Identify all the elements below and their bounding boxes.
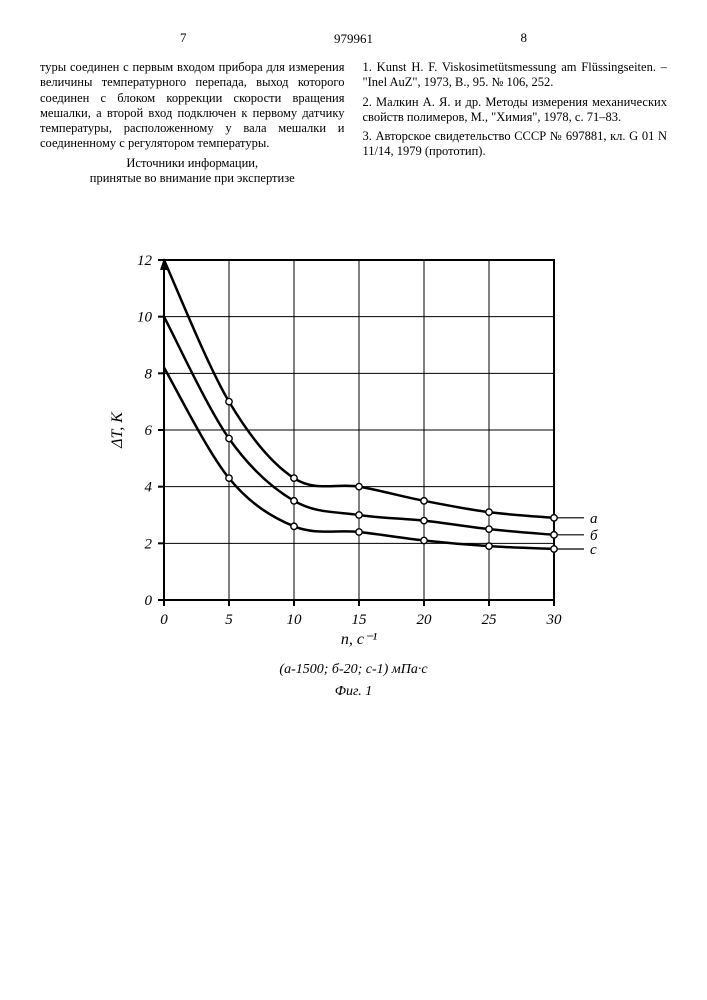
figure-caption: Фиг. 1 xyxy=(40,684,667,700)
svg-text:15: 15 xyxy=(351,612,367,628)
svg-text:20: 20 xyxy=(416,612,432,628)
svg-text:10: 10 xyxy=(137,310,153,326)
page-number-right: 8 xyxy=(521,30,528,46)
svg-text:n, c⁻¹: n, c⁻¹ xyxy=(340,631,377,648)
svg-text:6: 6 xyxy=(144,423,152,439)
svg-text:2: 2 xyxy=(144,536,152,552)
document-number: 979961 xyxy=(334,31,373,46)
figure-1: 051015202530024681012n, c⁻¹ΔT, Kaбс xyxy=(40,240,667,660)
chart-svg: 051015202530024681012n, c⁻¹ΔT, Kaбс xyxy=(94,240,614,660)
svg-text:12: 12 xyxy=(137,253,153,269)
page-number-left: 7 xyxy=(180,30,187,46)
figure-legend: (a-1500; б-20; с-1) мПа·с xyxy=(40,662,667,678)
right-column: 1. Kunst H. F. Viskosimetütsmessung am F… xyxy=(363,60,668,190)
svg-text:10: 10 xyxy=(286,612,302,628)
svg-text:4: 4 xyxy=(144,480,152,496)
svg-text:30: 30 xyxy=(545,612,562,628)
left-column: туры соединен с первым входом прибора дл… xyxy=(40,60,345,190)
reference-3: 3. Авторское свидетельство СССР № 697881… xyxy=(363,129,668,160)
reference-2: 2. Малкин А. Я. и др. Методы измерения м… xyxy=(363,95,668,126)
svg-text:a: a xyxy=(590,511,598,527)
sources-heading: Источники информации, принятые во вниман… xyxy=(40,156,345,187)
svg-text:ΔT, K: ΔT, K xyxy=(109,411,126,449)
svg-text:0: 0 xyxy=(144,593,152,609)
svg-text:8: 8 xyxy=(144,366,152,382)
text-columns: туры соединен с первым входом прибора дл… xyxy=(40,60,667,190)
page-header: 7 979961 8 xyxy=(40,30,667,50)
svg-text:с: с xyxy=(590,542,597,558)
svg-text:5: 5 xyxy=(225,612,233,628)
left-paragraph: туры соединен с первым входом прибора дл… xyxy=(40,60,345,152)
svg-text:25: 25 xyxy=(481,612,497,628)
svg-text:0: 0 xyxy=(160,612,168,628)
reference-1: 1. Kunst H. F. Viskosimetütsmessung am F… xyxy=(363,60,668,91)
